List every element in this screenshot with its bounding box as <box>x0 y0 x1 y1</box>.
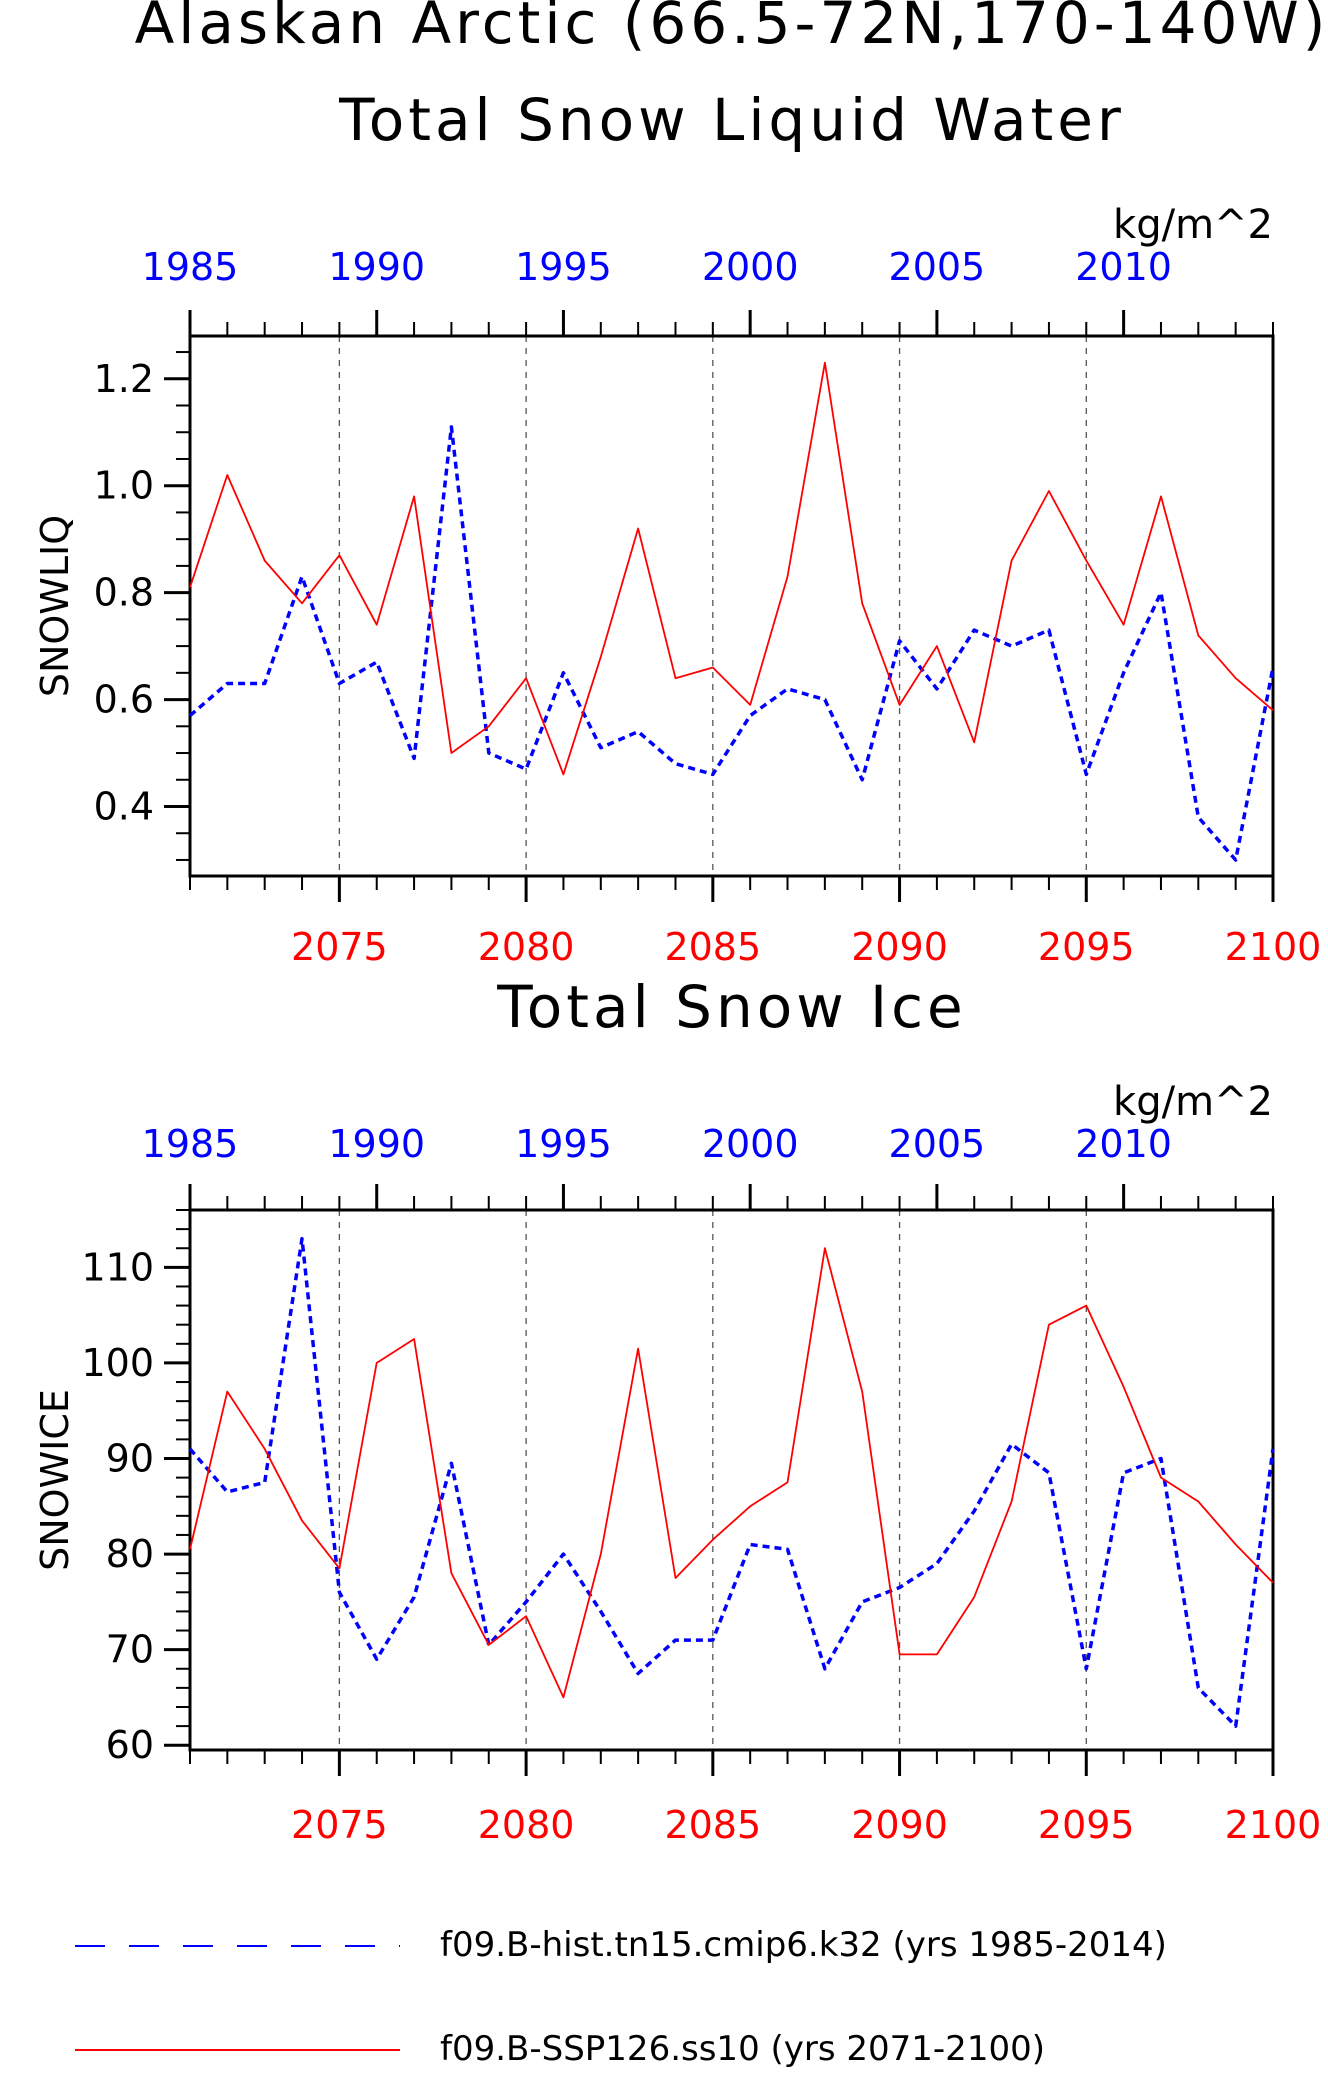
x-top-tick-label: 2005 <box>889 1122 986 1166</box>
y-tick-label: 90 <box>106 1436 154 1480</box>
y-tick-label: 70 <box>106 1628 154 1672</box>
legend-label-1: f09.B-hist.tn15.cmip6.k32 (yrs 1985-2014… <box>440 1925 1167 1965</box>
y-tick-label: 1.0 <box>94 464 154 508</box>
x-top-tick-label: 1990 <box>328 1122 425 1166</box>
x-bottom-tick-label: 2090 <box>851 1803 948 1847</box>
x-bottom-tick-label: 2085 <box>664 1803 761 1847</box>
y-axis-label: SNOWICE <box>33 1389 77 1571</box>
x-bottom-tick-label: 2075 <box>291 925 388 969</box>
y-tick-label: 80 <box>106 1532 154 1576</box>
x-top-tick-label: 2010 <box>1075 245 1172 289</box>
x-top-tick-label: 2010 <box>1075 1122 1172 1166</box>
x-top-tick-label: 1995 <box>515 245 612 289</box>
y-axis-label: SNOWLIQ <box>33 515 77 697</box>
x-bottom-tick-label: 2100 <box>1225 1803 1322 1847</box>
y-tick-label: 0.6 <box>94 678 154 722</box>
x-bottom-tick-label: 2095 <box>1038 925 1135 969</box>
series-line-hist <box>188 1236 1275 1728</box>
chart-panel-2: Total Snow Ice kg/m^2 SNOWICE 2075 2080 2085 2… <box>33 973 1321 1847</box>
x-bottom-tick-label: 2100 <box>1225 925 1322 969</box>
x-top-tick-label: 1990 <box>328 245 425 289</box>
x-top-tick-label: 2000 <box>702 1122 799 1166</box>
chart-panel-1: Total Snow Liquid Water kg/m^2 SNOWLIQ 2075… <box>33 86 1321 969</box>
legend-label-2: f09.B-SSP126.ss10 (yrs 2071-2100) <box>440 2029 1045 2069</box>
chart-title: Total Snow Ice <box>496 973 967 1041</box>
y-tick-label: 1.2 <box>94 357 154 401</box>
y-tick-label: 60 <box>106 1723 154 1767</box>
series-line-ssp <box>189 361 1274 776</box>
x-bottom-tick-label: 2075 <box>291 1803 388 1847</box>
x-bottom-tick-label: 2080 <box>478 1803 575 1847</box>
units-label: kg/m^2 <box>1113 1079 1273 1125</box>
x-bottom-tick-label: 2085 <box>664 925 761 969</box>
y-tick-label: 0.4 <box>94 784 154 828</box>
y-tick-label: 0.8 <box>94 571 154 615</box>
legend: f09.B-hist.tn15.cmip6.k32 (yrs 1985-2014… <box>75 1925 1167 2069</box>
figure-title: Alaskan Arctic (66.5-72N,170-140W) <box>135 0 1328 57</box>
x-top-tick-label: 1985 <box>142 245 239 289</box>
series-line-hist <box>188 425 1275 862</box>
x-bottom-tick-label: 2080 <box>478 925 575 969</box>
x-top-tick-label: 2005 <box>889 245 986 289</box>
chart-title: Total Snow Liquid Water <box>338 86 1125 154</box>
series-line-ssp <box>189 1247 1274 1699</box>
x-top-tick-label: 1985 <box>142 1122 239 1166</box>
x-bottom-tick-label: 2095 <box>1038 1803 1135 1847</box>
y-tick-label: 100 <box>81 1341 154 1385</box>
plot-frame <box>188 1208 1275 1752</box>
units-label: kg/m^2 <box>1113 202 1273 248</box>
plot-frame <box>188 334 1275 878</box>
y-tick-label: 110 <box>81 1245 154 1289</box>
x-top-tick-label: 1995 <box>515 1122 612 1166</box>
x-bottom-tick-label: 2090 <box>851 925 948 969</box>
x-top-tick-label: 2000 <box>702 245 799 289</box>
